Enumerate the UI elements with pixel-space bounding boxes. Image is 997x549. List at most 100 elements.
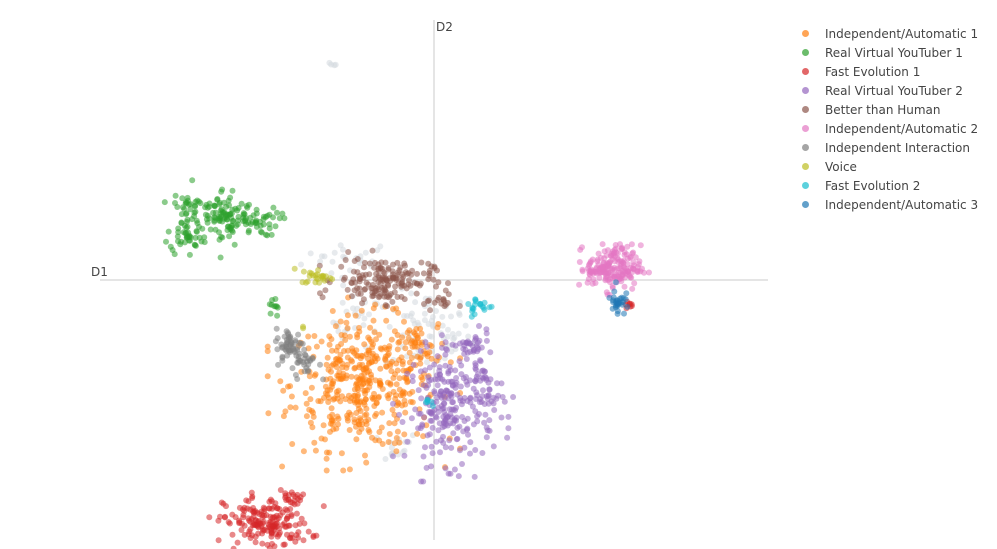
scatter-point — [399, 419, 406, 425]
unlabeled-point — [439, 313, 446, 320]
scatter-point — [623, 290, 630, 297]
unlabeled-point — [298, 261, 304, 268]
scatter-point — [338, 376, 345, 383]
legend-item[interactable]: Better than Human — [800, 100, 990, 119]
unlabeled-point — [462, 322, 469, 329]
scatter-point — [445, 370, 452, 377]
scatter-point — [266, 211, 273, 218]
scatter-point — [163, 238, 169, 245]
unlabeled-point — [337, 242, 344, 249]
legend-item[interactable]: Fast Evolution 2 — [800, 176, 990, 195]
scatter-point — [435, 321, 442, 327]
scatter-point — [422, 339, 429, 346]
unlabeled-point — [433, 308, 439, 314]
scatter-point — [344, 312, 351, 319]
legend-label: Independent Interaction — [825, 140, 970, 155]
legend-item[interactable]: Real Virtual YouTuber 1 — [800, 43, 990, 62]
scatter-point — [576, 259, 583, 265]
scatter-point — [394, 294, 401, 300]
scatter-point — [297, 340, 304, 347]
unlabeled-point — [411, 320, 418, 327]
scatter-point — [366, 336, 373, 343]
scatter-point — [472, 447, 479, 453]
legend-item[interactable]: Independent/Automatic 1 — [800, 24, 990, 43]
legend-label: Independent/Automatic 1 — [825, 26, 979, 41]
scatter-point — [253, 210, 260, 217]
scatter-point — [283, 343, 290, 350]
scatter-point — [444, 299, 451, 306]
scatter-point — [181, 206, 188, 212]
scatter-point — [317, 361, 323, 368]
scatter-point — [212, 209, 219, 216]
scatter-point — [249, 522, 256, 529]
scatter-point — [404, 329, 411, 336]
scatter-point — [379, 285, 386, 291]
scatter-point — [252, 539, 259, 546]
scatter-point — [454, 435, 461, 442]
scatter-point — [474, 413, 481, 420]
unlabeled-point — [362, 249, 369, 256]
scatter-point — [379, 386, 386, 392]
scatter-point — [394, 272, 401, 279]
scatter-point — [353, 436, 360, 443]
scatter-point — [187, 206, 194, 213]
scatter-point — [465, 431, 471, 438]
scatter-point — [222, 513, 228, 520]
unlabeled-point — [421, 317, 428, 324]
scatter-point — [323, 467, 330, 474]
scatter-point — [192, 203, 199, 210]
legend-item[interactable]: Independent/Automatic 3 — [800, 195, 990, 214]
scatter-point — [265, 410, 272, 417]
scatter-point — [280, 387, 287, 394]
scatter-point — [234, 539, 241, 546]
scatter-point — [361, 412, 368, 419]
legend-item[interactable]: Real Virtual YouTuber 2 — [800, 81, 990, 100]
scatter-point — [376, 429, 383, 435]
scatter-point — [276, 525, 283, 532]
scatter-point — [415, 387, 422, 394]
scatter-point — [291, 497, 298, 504]
scatter-point — [416, 339, 422, 346]
scatter-point — [441, 378, 448, 385]
legend-item[interactable]: Independent Interaction — [800, 138, 990, 157]
scatter-point — [174, 233, 181, 240]
legend-item[interactable]: Fast Evolution 1 — [800, 62, 990, 81]
legend-label: Real Virtual YouTuber 1 — [825, 45, 963, 60]
scatter-point — [271, 526, 278, 533]
scatter-point — [348, 293, 355, 300]
scatter-point — [504, 434, 511, 441]
scatter-point — [325, 399, 332, 405]
scatter-point — [474, 348, 481, 355]
scatter-point — [185, 234, 192, 241]
scatter-point — [218, 233, 225, 240]
scatter-point — [308, 384, 315, 391]
scatter-point — [436, 420, 443, 427]
scatter-point — [459, 461, 465, 467]
scatter-point — [451, 466, 458, 473]
scatter-point — [278, 341, 285, 348]
scatter-point — [241, 504, 248, 511]
scatter-point — [452, 384, 459, 391]
scatter-point — [433, 398, 440, 405]
scatter-point — [428, 443, 435, 450]
scatter-point — [444, 414, 451, 421]
scatter-point — [211, 202, 218, 209]
scatter-point — [411, 343, 418, 350]
scatter-point — [342, 337, 349, 343]
scatter-point — [447, 359, 454, 366]
scatter-point — [477, 377, 484, 384]
scatter-point — [476, 323, 482, 329]
scatter-point — [365, 347, 372, 354]
scatter-point — [301, 346, 308, 353]
scatter-point — [261, 506, 268, 512]
scatter-point — [383, 317, 390, 324]
scatter-point — [422, 444, 428, 451]
scatter-point — [171, 251, 178, 258]
legend-item[interactable]: Voice — [800, 157, 990, 176]
scatter-point — [469, 403, 476, 410]
legend-marker — [802, 144, 809, 151]
scatter-point — [442, 339, 449, 346]
legend-item[interactable]: Independent/Automatic 2 — [800, 119, 990, 138]
scatter-point — [218, 499, 225, 506]
scatter-point — [362, 418, 369, 425]
